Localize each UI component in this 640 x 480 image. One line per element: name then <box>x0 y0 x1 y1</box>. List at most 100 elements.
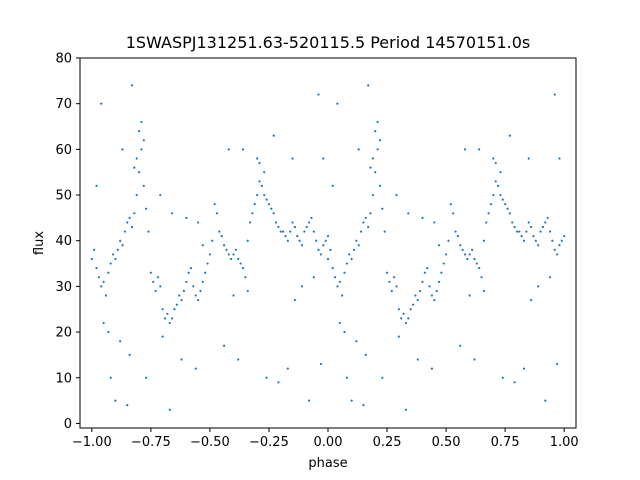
data-point <box>119 239 122 242</box>
data-point <box>116 248 119 251</box>
data-point <box>145 376 148 379</box>
data-point <box>213 203 216 206</box>
data-point <box>319 362 323 366</box>
data-point <box>482 239 485 242</box>
data-point <box>362 221 365 224</box>
data-point <box>501 198 504 201</box>
data-point <box>421 216 424 219</box>
data-point <box>541 225 545 229</box>
data-point <box>227 253 230 256</box>
data-point <box>411 303 415 306</box>
data-point <box>556 362 559 366</box>
data-point <box>515 230 519 233</box>
data-point <box>225 248 228 251</box>
data-point <box>520 235 523 238</box>
data-point <box>279 230 282 233</box>
x-tick-label: 1.00 <box>550 435 579 450</box>
data-point <box>525 230 528 233</box>
data-point <box>331 267 334 270</box>
data-point <box>527 157 530 160</box>
data-point <box>404 321 408 325</box>
data-point <box>222 344 226 347</box>
data-point <box>414 294 417 297</box>
data-point <box>333 276 337 279</box>
data-point <box>156 276 160 279</box>
data-point <box>548 276 552 279</box>
data-point <box>310 216 313 219</box>
data-point <box>428 285 431 288</box>
y-tick-label: 0 <box>64 417 72 432</box>
data-point <box>482 289 485 293</box>
plot-frame <box>79 57 577 429</box>
data-point <box>456 235 459 238</box>
data-point <box>315 239 318 242</box>
data-point <box>194 367 197 370</box>
data-point <box>350 399 353 402</box>
data-point <box>239 262 242 265</box>
data-point <box>194 294 197 297</box>
data-point <box>102 321 105 325</box>
data-point <box>93 248 96 251</box>
data-point <box>319 253 323 256</box>
data-point <box>376 148 379 151</box>
data-point <box>298 239 301 242</box>
data-point <box>286 239 289 242</box>
data-point <box>258 161 261 165</box>
data-point <box>220 235 223 238</box>
data-point <box>470 248 474 251</box>
data-point <box>289 230 292 233</box>
data-point <box>149 271 152 274</box>
data-point <box>312 276 315 279</box>
y-tick-label: 10 <box>55 371 72 386</box>
data-point <box>338 280 341 283</box>
data-point <box>393 276 396 279</box>
data-point <box>227 148 230 151</box>
data-point <box>324 239 327 242</box>
data-point <box>300 285 304 288</box>
data-point <box>378 184 382 187</box>
data-point <box>322 157 325 160</box>
data-point <box>478 267 481 270</box>
data-point <box>234 248 237 251</box>
data-point <box>485 221 488 224</box>
data-point <box>421 280 424 283</box>
data-point <box>506 207 509 210</box>
data-point <box>548 230 552 233</box>
data-point <box>201 280 204 283</box>
data-point <box>326 257 330 261</box>
data-point <box>534 239 537 242</box>
data-point <box>256 193 259 197</box>
data-point <box>494 161 497 165</box>
data-point <box>473 358 476 361</box>
data-point <box>478 148 481 151</box>
data-point <box>518 230 521 233</box>
data-point <box>350 257 353 261</box>
data-point <box>357 148 360 151</box>
data-point <box>185 216 188 219</box>
data-point <box>423 271 426 274</box>
data-point <box>256 157 259 160</box>
data-point <box>218 230 221 233</box>
data-point <box>546 216 549 219</box>
data-point <box>447 239 450 242</box>
data-point <box>154 289 157 293</box>
data-point <box>400 317 403 320</box>
data-point <box>291 221 294 224</box>
data-point <box>178 294 181 297</box>
data-point <box>133 166 136 169</box>
data-point <box>182 289 186 293</box>
data-point <box>442 262 445 265</box>
data-point <box>359 230 363 233</box>
data-point <box>100 102 103 105</box>
data-point <box>161 335 164 338</box>
data-point <box>449 203 452 206</box>
data-point <box>95 184 98 187</box>
data-point <box>556 253 559 256</box>
data-point <box>558 244 561 247</box>
data-point <box>284 235 287 238</box>
data-point <box>246 289 249 293</box>
data-point <box>180 299 183 302</box>
data-point <box>537 285 540 288</box>
chart-title: 1SWASPJ131251.63-520115.5 Period 1457015… <box>126 33 531 52</box>
data-point <box>501 376 504 379</box>
